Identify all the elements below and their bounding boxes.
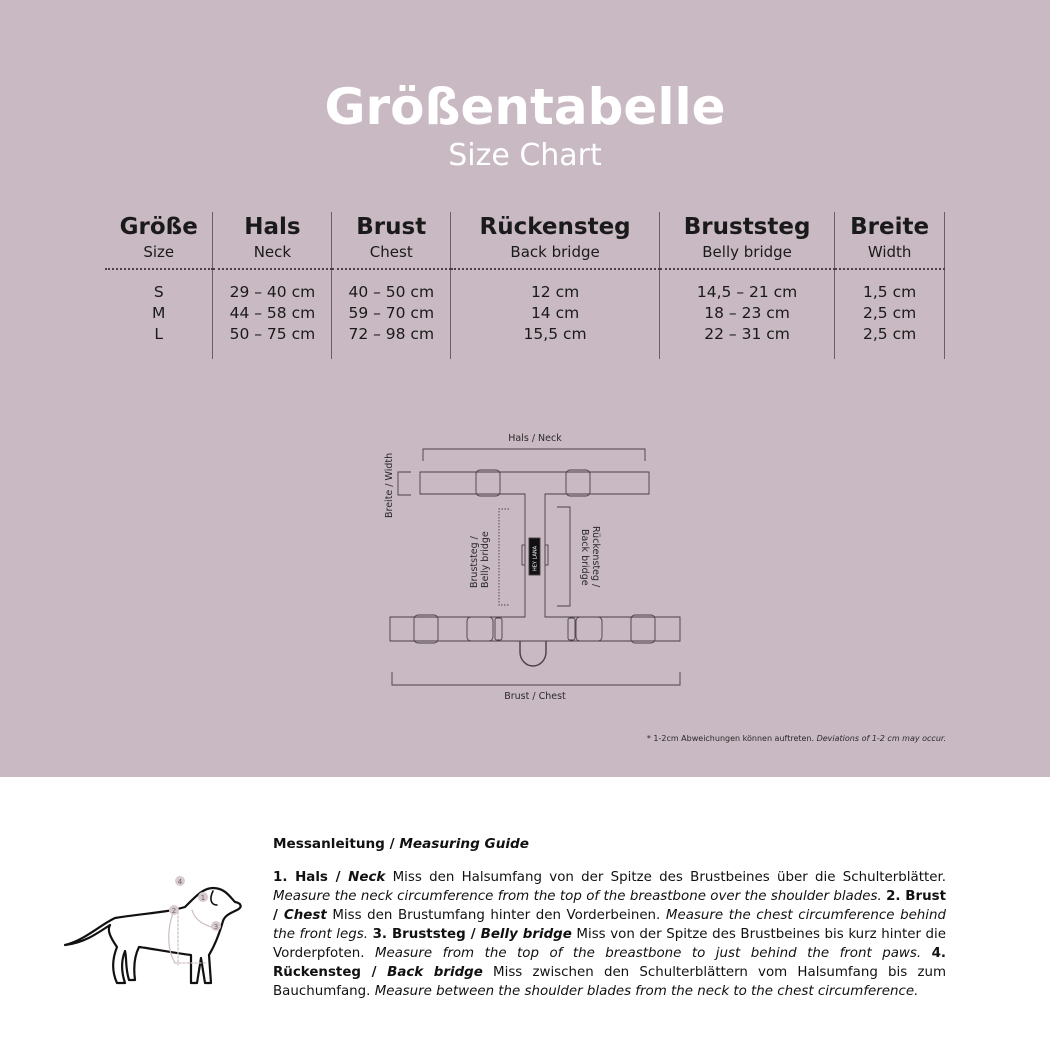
neck-dimension: Hals / Neck [422, 433, 646, 461]
brand-tag-text: HEY LANA [533, 545, 539, 571]
table-cell: 12 cm [450, 269, 660, 303]
table-row: S 29 – 40 cm 40 – 50 cm 12 cm 14,5 – 21 cm 1,… [105, 269, 945, 303]
harness: HEY LANA [389, 469, 681, 667]
column-header-en: Size [143, 243, 175, 261]
table-cell: 15,5 cm [450, 324, 660, 359]
guide-item-en: Measure the neck circumference from the … [273, 889, 887, 904]
buckle [466, 616, 494, 642]
table-cell: M [152, 304, 166, 322]
slider [565, 469, 591, 497]
guide-title-en: Measuring Guide [399, 836, 529, 852]
page-title: Größentabelle [324, 78, 726, 136]
table-cell: 1,5 cm [834, 269, 945, 303]
width-dimension: Breite / Width [384, 453, 411, 518]
page-subtitle: Size Chart [448, 138, 602, 173]
back-label-1: Rückensteg / [590, 526, 601, 588]
column-header: Breite Width [834, 212, 945, 270]
column-header: Brust Chest [331, 212, 451, 270]
note-en: Deviations of 1-2 cm may occur. [816, 734, 946, 743]
back-label-2: Back bridge [579, 529, 590, 586]
column-header-en: Width [867, 243, 912, 261]
guide-title: Messanleitung / Measuring Guide [273, 835, 946, 854]
guide-title-de: Messanleitung / [273, 836, 400, 852]
table-cell: 59 – 70 cm [331, 303, 451, 324]
column-header-de: Breite [850, 214, 930, 240]
column-header-en: Neck [253, 243, 292, 261]
slider [413, 614, 439, 644]
neck-label: Hals / Neck [508, 433, 562, 444]
table-cell: 40 – 50 cm [331, 269, 451, 303]
belly-label-1: Bruststeg / [469, 535, 480, 588]
marker-4 [175, 876, 185, 886]
marker-1-text: 1 [201, 894, 205, 902]
guide-item-heading: 2. Brust / [273, 889, 946, 923]
slider [475, 469, 501, 497]
guide-item-de: Miss von der Spitze des Brustbeines bis … [273, 927, 946, 961]
guide-text: 1. Hals / Neck Miss den Halsumfang von d… [273, 868, 946, 1001]
table-cell: 29 – 40 cm [212, 269, 332, 303]
deviation-note: * 1-2cm Abweichungen können auftreten. D… [647, 734, 946, 743]
table-cell: 44 – 58 cm [212, 303, 332, 324]
guide-item-heading-en: Belly bridge [480, 927, 572, 942]
chest-label: Brust / Chest [504, 691, 566, 702]
guide-item-de: Miss zwischen den Schulterblättern vom H… [273, 965, 947, 999]
marker-2 [169, 905, 179, 915]
marker-3 [211, 921, 221, 931]
width-label: Breite / Width [384, 453, 395, 518]
column-header: Bruststeg Belly bridge [658, 212, 835, 270]
buckle [575, 616, 603, 642]
guide-item-heading: 1. Hals / [273, 870, 349, 885]
column-header-de: Brust [356, 214, 427, 240]
table-cell: 22 – 31 cm [658, 324, 835, 359]
column-header: Hals Neck [212, 212, 332, 270]
column-header-en: Back bridge [510, 243, 600, 261]
column-header-en: Chest [369, 243, 413, 261]
guide-item-en: Measure between the shoulder blades from… [374, 984, 919, 999]
table-cell: S [153, 283, 164, 301]
column-header-de: Hals [244, 214, 301, 240]
table-cell: 72 – 98 cm [331, 324, 451, 359]
slider [630, 614, 656, 644]
column-header: Rückensteg Back bridge [450, 212, 660, 270]
column-header-de: Bruststeg [683, 214, 811, 240]
brand-tag [528, 537, 541, 576]
measuring-guide: Messanleitung / Measuring Guide 1. Hals … [273, 835, 946, 1001]
table-cell: 2,5 cm [834, 324, 945, 359]
marker-2-text: 2 [172, 907, 176, 915]
table-cell: L [154, 325, 164, 343]
column-header-de: Rückensteg [479, 214, 631, 240]
column-header: Größe Size [105, 212, 213, 270]
guide-item-de: Miss den Halsumfang von der Spitze des B… [385, 870, 947, 885]
guide-item-en: Measure the chest circumference behind t… [273, 908, 946, 942]
guide-item-en: Measure from the top of the breastbone t… [374, 946, 932, 961]
guide-item-heading: 3. Bruststeg / [372, 927, 481, 942]
marker-3-text: 3 [214, 923, 218, 931]
table-cell: 18 – 23 cm [658, 303, 835, 324]
harness-diagram: Hals / Neck Breite / Width HEY LANA Brus… [384, 433, 681, 702]
table-cell: 14,5 – 21 cm [658, 269, 835, 303]
guide-item-heading: 4. Rückensteg / [273, 946, 946, 980]
d-ring [519, 641, 547, 667]
belly-bridge-dimension: Bruststeg / Belly bridge [469, 508, 509, 606]
chest-dimension: Brust / Chest [391, 672, 681, 702]
column-header-de: Größe [119, 214, 198, 240]
dog-measuring-illustration: 1 2 3 4 [63, 876, 242, 985]
guide-item-de: Miss den Brustumfang hinter den Vorderbe… [326, 908, 666, 923]
size-table: Größe Size Hals Neck Brust Chest Rückensteg Bac… [105, 212, 945, 359]
guide-item-heading-en: Chest [283, 908, 327, 923]
table-row: L 50 – 75 cm 72 – 98 cm 15,5 cm 22 – 31 cm 2,… [105, 324, 945, 359]
column-header-en: Belly bridge [702, 243, 792, 261]
table-cell: 14 cm [450, 303, 660, 324]
table-cell: 2,5 cm [834, 303, 945, 324]
table-row: M 44 – 58 cm 59 – 70 cm 14 cm 18 – 23 cm 2,5 … [105, 303, 945, 324]
belly-label-2: Belly bridge [480, 531, 491, 588]
guide-item-heading-en: Back bridge [387, 965, 483, 980]
note-de: * 1-2cm Abweichungen können auftreten. [646, 734, 815, 743]
back-bridge-dimension: Rückensteg / Back bridge [557, 506, 601, 607]
marker-1 [198, 892, 208, 902]
marker-4-text: 4 [178, 878, 183, 886]
table-cell: 50 – 75 cm [212, 324, 332, 359]
size-chart-panel: Größentabelle Size Chart Größe Size Hals Ne… [0, 0, 1050, 777]
guide-item-heading-en: Neck [348, 870, 386, 885]
